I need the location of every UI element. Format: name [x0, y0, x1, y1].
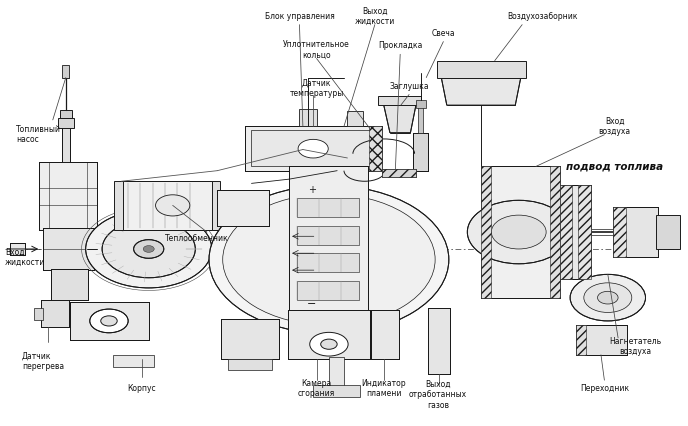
Bar	[39, 162, 97, 230]
Circle shape	[310, 332, 348, 356]
Bar	[70, 302, 149, 340]
Text: Теплообменник: Теплообменник	[165, 234, 228, 243]
Bar	[297, 198, 359, 217]
Text: Уплотнительное
кольцо: Уплотнительное кольцо	[283, 40, 350, 60]
Text: Переходник: Переходник	[580, 384, 629, 393]
Text: Выход
жидкости: Выход жидкости	[355, 6, 395, 26]
Bar	[560, 185, 591, 279]
Circle shape	[155, 195, 190, 216]
Bar	[413, 132, 429, 171]
Circle shape	[584, 283, 632, 312]
Circle shape	[100, 316, 117, 326]
Bar	[560, 185, 572, 279]
Bar	[481, 167, 491, 298]
Bar	[121, 181, 217, 230]
Text: Нагнетатель
воздуха: Нагнетатель воздуха	[609, 337, 661, 356]
Bar	[288, 311, 370, 359]
Text: подвод топлива: подвод топлива	[566, 161, 663, 171]
Bar	[221, 319, 279, 359]
Bar	[228, 359, 272, 371]
Bar	[378, 96, 422, 105]
Bar	[313, 385, 360, 397]
Bar	[579, 185, 591, 279]
Bar	[372, 311, 399, 359]
Circle shape	[223, 194, 435, 325]
Bar	[436, 60, 526, 78]
Text: +: +	[308, 185, 316, 195]
Bar	[52, 269, 89, 300]
Circle shape	[102, 220, 195, 278]
Circle shape	[570, 274, 645, 321]
Bar	[416, 101, 426, 108]
Bar	[576, 325, 586, 355]
Text: Корпус: Корпус	[127, 384, 156, 393]
Bar	[63, 65, 69, 78]
Bar	[245, 126, 382, 171]
Bar	[113, 355, 154, 368]
Circle shape	[143, 245, 154, 252]
Bar	[550, 167, 560, 298]
Text: Индикатор
пламени: Индикатор пламени	[361, 379, 406, 398]
Bar	[10, 244, 25, 255]
Text: Датчик
температуры: Датчик температуры	[290, 78, 344, 98]
Bar	[94, 241, 121, 257]
Bar	[382, 170, 416, 177]
Text: Выход
отработанных
газов: Выход отработанных газов	[409, 380, 467, 410]
Bar	[382, 170, 416, 177]
Circle shape	[598, 291, 618, 304]
Circle shape	[209, 185, 449, 334]
Text: Камера
сгорания: Камера сгорания	[298, 379, 335, 398]
Polygon shape	[441, 78, 521, 105]
Bar	[369, 126, 382, 171]
Bar	[289, 167, 368, 311]
Bar	[41, 300, 69, 327]
Bar	[212, 181, 220, 230]
Bar	[418, 107, 424, 132]
Bar	[428, 308, 449, 374]
Bar	[297, 281, 359, 300]
Bar	[114, 181, 122, 230]
Text: Воздухозаборник: Воздухозаборник	[508, 12, 578, 21]
Bar	[613, 207, 658, 257]
Bar	[58, 118, 74, 128]
Bar	[60, 110, 72, 118]
Bar	[481, 167, 560, 298]
Text: Прокладка: Прокладка	[378, 41, 422, 50]
Bar	[34, 308, 43, 320]
Bar	[217, 190, 268, 226]
Bar	[297, 226, 359, 245]
Bar	[329, 357, 344, 386]
Bar	[297, 253, 359, 272]
Text: Заглушка: Заглушка	[389, 81, 429, 91]
Bar	[43, 228, 94, 270]
Circle shape	[86, 210, 212, 288]
Text: −: −	[307, 299, 316, 309]
Text: Свеча: Свеча	[431, 29, 455, 37]
Circle shape	[491, 215, 546, 249]
Bar	[576, 325, 627, 355]
Circle shape	[321, 339, 337, 349]
Circle shape	[133, 240, 164, 258]
Circle shape	[298, 139, 328, 158]
Text: Топливный
насос: Топливный насос	[17, 125, 61, 144]
Circle shape	[89, 309, 128, 333]
Circle shape	[467, 200, 570, 264]
Bar	[252, 130, 375, 167]
Polygon shape	[384, 105, 416, 132]
Text: Блок управления: Блок управления	[265, 12, 334, 21]
Text: Вход
воздуха: Вход воздуха	[599, 117, 631, 136]
Bar	[347, 112, 363, 126]
Bar	[613, 207, 625, 257]
Bar	[62, 124, 70, 162]
Bar	[299, 109, 316, 126]
Text: Вход
жидкости: Вход жидкости	[5, 248, 45, 267]
Text: Датчик
перегрева: Датчик перегрева	[22, 351, 64, 371]
Bar	[656, 215, 680, 249]
